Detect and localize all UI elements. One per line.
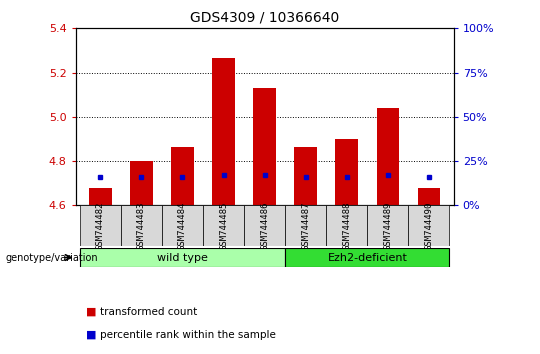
Bar bbox=[285, 205, 326, 246]
Bar bbox=[408, 205, 449, 246]
Text: GSM744484: GSM744484 bbox=[178, 201, 187, 250]
Text: wild type: wild type bbox=[157, 252, 208, 263]
Bar bbox=[80, 248, 285, 267]
Bar bbox=[89, 188, 112, 205]
Bar bbox=[253, 88, 276, 205]
Text: GSM744486: GSM744486 bbox=[260, 201, 269, 250]
Bar bbox=[294, 147, 317, 205]
Text: percentile rank within the sample: percentile rank within the sample bbox=[100, 330, 276, 339]
Text: Ezh2-deficient: Ezh2-deficient bbox=[327, 252, 407, 263]
Bar bbox=[285, 248, 449, 267]
Text: ■: ■ bbox=[86, 307, 97, 316]
Text: transformed count: transformed count bbox=[100, 307, 197, 316]
Text: genotype/variation: genotype/variation bbox=[5, 253, 98, 263]
Bar bbox=[203, 205, 244, 246]
Bar bbox=[417, 188, 440, 205]
Text: GSM744483: GSM744483 bbox=[137, 201, 146, 250]
Text: GSM744482: GSM744482 bbox=[96, 201, 105, 250]
Bar bbox=[326, 205, 367, 246]
Bar bbox=[367, 205, 408, 246]
Bar bbox=[376, 108, 399, 205]
Bar bbox=[80, 205, 121, 246]
Bar bbox=[130, 161, 153, 205]
Bar bbox=[162, 205, 203, 246]
Bar bbox=[171, 147, 194, 205]
Text: GSM744489: GSM744489 bbox=[383, 201, 393, 250]
Bar bbox=[121, 205, 162, 246]
Bar bbox=[335, 139, 358, 205]
Bar bbox=[244, 205, 285, 246]
Text: ■: ■ bbox=[86, 330, 97, 339]
Text: GSM744487: GSM744487 bbox=[301, 201, 310, 250]
Text: GSM744490: GSM744490 bbox=[424, 201, 434, 250]
Title: GDS4309 / 10366640: GDS4309 / 10366640 bbox=[190, 10, 339, 24]
Text: GSM744488: GSM744488 bbox=[342, 201, 352, 250]
Text: GSM744485: GSM744485 bbox=[219, 201, 228, 250]
Bar bbox=[212, 58, 235, 205]
